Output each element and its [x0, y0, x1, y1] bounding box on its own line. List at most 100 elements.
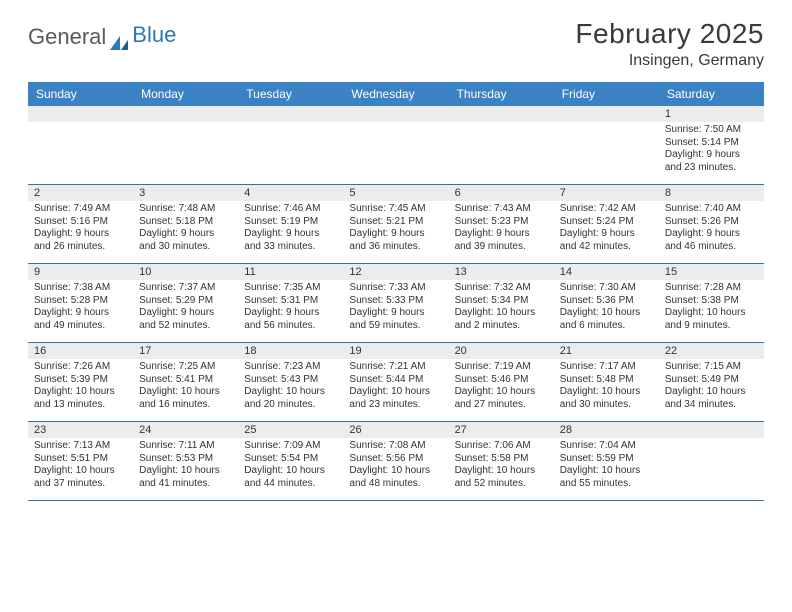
- sunset-text: Sunset: 5:19 PM: [244, 216, 337, 229]
- logo-sail-icon: [110, 30, 128, 44]
- day-info: Sunrise: 7:06 AMSunset: 5:58 PMDaylight:…: [449, 438, 554, 494]
- sunset-text: Sunset: 5:26 PM: [665, 216, 758, 229]
- daylight-text: Daylight: 10 hours and 37 minutes.: [34, 465, 127, 490]
- sunset-text: Sunset: 5:18 PM: [139, 216, 232, 229]
- daylight-text: Daylight: 10 hours and 41 minutes.: [139, 465, 232, 490]
- day-cell: 13Sunrise: 7:32 AMSunset: 5:34 PMDayligh…: [449, 264, 554, 342]
- daylight-text: Daylight: 9 hours and 46 minutes.: [665, 228, 758, 253]
- sunrise-text: Sunrise: 7:19 AM: [455, 361, 548, 374]
- day-number: 26: [343, 422, 448, 438]
- calendar-page: General Blue February 2025 Insingen, Ger…: [0, 0, 792, 519]
- day-info: Sunrise: 7:21 AMSunset: 5:44 PMDaylight:…: [343, 359, 448, 415]
- calendar-grid: Sunday Monday Tuesday Wednesday Thursday…: [28, 82, 764, 501]
- daylight-text: Daylight: 9 hours and 42 minutes.: [560, 228, 653, 253]
- day-number: 6: [449, 185, 554, 201]
- weekday-header: Thursday: [449, 82, 554, 106]
- sunrise-text: Sunrise: 7:33 AM: [349, 282, 442, 295]
- day-number: 4: [238, 185, 343, 201]
- day-cell: 17Sunrise: 7:25 AMSunset: 5:41 PMDayligh…: [133, 343, 238, 421]
- day-cell: [28, 106, 133, 184]
- sunrise-text: Sunrise: 7:04 AM: [560, 440, 653, 453]
- day-number: 17: [133, 343, 238, 359]
- day-info: Sunrise: 7:38 AMSunset: 5:28 PMDaylight:…: [28, 280, 133, 336]
- day-info: Sunrise: 7:13 AMSunset: 5:51 PMDaylight:…: [28, 438, 133, 494]
- day-cell: 10Sunrise: 7:37 AMSunset: 5:29 PMDayligh…: [133, 264, 238, 342]
- day-cell: 20Sunrise: 7:19 AMSunset: 5:46 PMDayligh…: [449, 343, 554, 421]
- daylight-text: Daylight: 10 hours and 23 minutes.: [349, 386, 442, 411]
- sunrise-text: Sunrise: 7:50 AM: [665, 124, 758, 137]
- sunset-text: Sunset: 5:34 PM: [455, 295, 548, 308]
- day-cell: [238, 106, 343, 184]
- week-row: 23Sunrise: 7:13 AMSunset: 5:51 PMDayligh…: [28, 422, 764, 501]
- day-number: [659, 422, 764, 438]
- logo-text-2: Blue: [132, 22, 176, 48]
- sunset-text: Sunset: 5:33 PM: [349, 295, 442, 308]
- daylight-text: Daylight: 10 hours and 27 minutes.: [455, 386, 548, 411]
- daylight-text: Daylight: 10 hours and 30 minutes.: [560, 386, 653, 411]
- day-number: 19: [343, 343, 448, 359]
- day-number: 10: [133, 264, 238, 280]
- sunset-text: Sunset: 5:54 PM: [244, 453, 337, 466]
- sunset-text: Sunset: 5:41 PM: [139, 374, 232, 387]
- sunset-text: Sunset: 5:31 PM: [244, 295, 337, 308]
- daylight-text: Daylight: 9 hours and 59 minutes.: [349, 307, 442, 332]
- day-info: Sunrise: 7:46 AMSunset: 5:19 PMDaylight:…: [238, 201, 343, 257]
- day-info: Sunrise: 7:09 AMSunset: 5:54 PMDaylight:…: [238, 438, 343, 494]
- day-number: 1: [659, 106, 764, 122]
- day-number: 11: [238, 264, 343, 280]
- sunset-text: Sunset: 5:16 PM: [34, 216, 127, 229]
- sunrise-text: Sunrise: 7:06 AM: [455, 440, 548, 453]
- day-cell: 8Sunrise: 7:40 AMSunset: 5:26 PMDaylight…: [659, 185, 764, 263]
- day-cell: 7Sunrise: 7:42 AMSunset: 5:24 PMDaylight…: [554, 185, 659, 263]
- sunrise-text: Sunrise: 7:08 AM: [349, 440, 442, 453]
- daylight-text: Daylight: 9 hours and 33 minutes.: [244, 228, 337, 253]
- sunset-text: Sunset: 5:23 PM: [455, 216, 548, 229]
- day-cell: 22Sunrise: 7:15 AMSunset: 5:49 PMDayligh…: [659, 343, 764, 421]
- sunset-text: Sunset: 5:56 PM: [349, 453, 442, 466]
- day-info: Sunrise: 7:11 AMSunset: 5:53 PMDaylight:…: [133, 438, 238, 494]
- sunset-text: Sunset: 5:49 PM: [665, 374, 758, 387]
- day-info: Sunrise: 7:45 AMSunset: 5:21 PMDaylight:…: [343, 201, 448, 257]
- day-number: 8: [659, 185, 764, 201]
- day-info: Sunrise: 7:30 AMSunset: 5:36 PMDaylight:…: [554, 280, 659, 336]
- sunrise-text: Sunrise: 7:11 AM: [139, 440, 232, 453]
- day-cell: [449, 106, 554, 184]
- day-info: Sunrise: 7:35 AMSunset: 5:31 PMDaylight:…: [238, 280, 343, 336]
- sunrise-text: Sunrise: 7:32 AM: [455, 282, 548, 295]
- day-cell: 6Sunrise: 7:43 AMSunset: 5:23 PMDaylight…: [449, 185, 554, 263]
- day-number: 5: [343, 185, 448, 201]
- day-number: [238, 106, 343, 122]
- sunset-text: Sunset: 5:39 PM: [34, 374, 127, 387]
- day-cell: 1Sunrise: 7:50 AMSunset: 5:14 PMDaylight…: [659, 106, 764, 184]
- day-cell: 23Sunrise: 7:13 AMSunset: 5:51 PMDayligh…: [28, 422, 133, 500]
- sunrise-text: Sunrise: 7:38 AM: [34, 282, 127, 295]
- sunset-text: Sunset: 5:59 PM: [560, 453, 653, 466]
- sunrise-text: Sunrise: 7:43 AM: [455, 203, 548, 216]
- daylight-text: Daylight: 10 hours and 44 minutes.: [244, 465, 337, 490]
- day-number: 18: [238, 343, 343, 359]
- day-number: [449, 106, 554, 122]
- day-number: [133, 106, 238, 122]
- sunrise-text: Sunrise: 7:48 AM: [139, 203, 232, 216]
- day-number: 14: [554, 264, 659, 280]
- day-cell: 5Sunrise: 7:45 AMSunset: 5:21 PMDaylight…: [343, 185, 448, 263]
- day-number: [554, 106, 659, 122]
- daylight-text: Daylight: 9 hours and 23 minutes.: [665, 149, 758, 174]
- day-cell: 3Sunrise: 7:48 AMSunset: 5:18 PMDaylight…: [133, 185, 238, 263]
- week-row: 2Sunrise: 7:49 AMSunset: 5:16 PMDaylight…: [28, 185, 764, 264]
- sunset-text: Sunset: 5:38 PM: [665, 295, 758, 308]
- day-number: [343, 106, 448, 122]
- day-info: Sunrise: 7:15 AMSunset: 5:49 PMDaylight:…: [659, 359, 764, 415]
- day-cell: 19Sunrise: 7:21 AMSunset: 5:44 PMDayligh…: [343, 343, 448, 421]
- daylight-text: Daylight: 10 hours and 48 minutes.: [349, 465, 442, 490]
- daylight-text: Daylight: 10 hours and 16 minutes.: [139, 386, 232, 411]
- day-cell: 16Sunrise: 7:26 AMSunset: 5:39 PMDayligh…: [28, 343, 133, 421]
- day-info: Sunrise: 7:17 AMSunset: 5:48 PMDaylight:…: [554, 359, 659, 415]
- day-info: Sunrise: 7:42 AMSunset: 5:24 PMDaylight:…: [554, 201, 659, 257]
- sunset-text: Sunset: 5:44 PM: [349, 374, 442, 387]
- daylight-text: Daylight: 10 hours and 2 minutes.: [455, 307, 548, 332]
- sunset-text: Sunset: 5:46 PM: [455, 374, 548, 387]
- sunrise-text: Sunrise: 7:42 AM: [560, 203, 653, 216]
- day-cell: [554, 106, 659, 184]
- sunset-text: Sunset: 5:21 PM: [349, 216, 442, 229]
